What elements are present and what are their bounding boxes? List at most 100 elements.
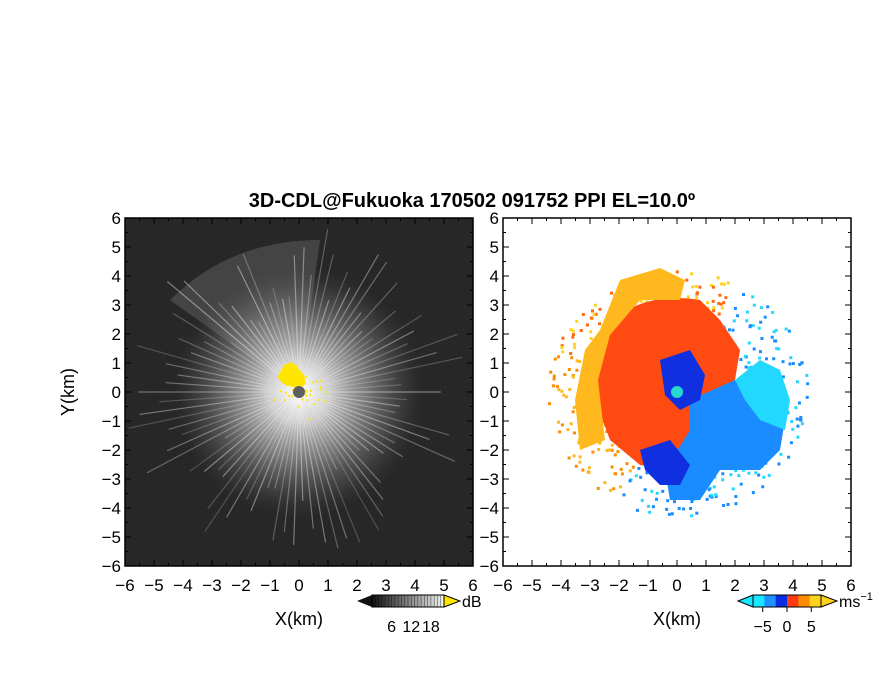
velocity-speckle: [711, 299, 715, 303]
reflectivity-ray: [159, 391, 300, 403]
velocity-speckle: [575, 319, 579, 323]
velocity-colorbar-unit: ms−1: [839, 591, 873, 611]
reflectivity-ray: [128, 391, 300, 429]
velocity-speckle: [571, 410, 575, 414]
x-tick-label: 1: [701, 576, 710, 595]
reflectivity-speckle: [312, 381, 315, 384]
velocity-speckle: [672, 500, 676, 504]
y-tick-label: −4: [102, 499, 121, 518]
velocity-speckle: [608, 448, 612, 452]
velocity-speckle: [789, 441, 793, 445]
velocity-speckle: [754, 471, 758, 475]
reflectivity-ray: [298, 271, 349, 393]
velocity-speckle: [689, 506, 693, 510]
velocity-speckle: [719, 302, 723, 306]
velocity-speckle: [637, 466, 641, 470]
reflectivity-speckle: [304, 393, 307, 396]
velocity-speckle: [686, 295, 690, 299]
velocity-speckle: [618, 485, 622, 489]
y-tick-label: −6: [480, 557, 499, 576]
velocity-speckle: [572, 406, 576, 410]
velocity-speckle: [751, 491, 755, 495]
reflectivity-speckle: [277, 376, 280, 379]
velocity-speckle: [682, 507, 686, 511]
x-tick-label: −2: [231, 576, 250, 595]
x-tick-label: −3: [580, 576, 599, 595]
reflectivity-ray: [298, 314, 422, 393]
velocity-speckle: [790, 420, 794, 424]
velocity-speckle: [571, 374, 575, 378]
reflectivity-speckle: [318, 398, 321, 401]
reflectivity-ray: [224, 391, 300, 439]
velocity-x-axis-title: X(km): [653, 609, 701, 629]
x-tick-label: 3: [381, 576, 390, 595]
velocity-speckle: [563, 373, 567, 377]
velocity-speckle: [690, 272, 694, 276]
velocity-speckle: [610, 465, 614, 469]
velocity-speckle: [573, 346, 577, 350]
reflectivity-ray: [298, 391, 384, 500]
reflectivity-speckle: [308, 418, 311, 421]
reflectivity-ray: [298, 229, 329, 393]
x-tick-label: −6: [493, 576, 512, 595]
reflectivity-colorbar-label: 6: [387, 619, 396, 636]
velocity-speckle: [751, 324, 755, 328]
velocity-unit-base: ms: [839, 594, 860, 611]
velocity-speckle: [770, 335, 774, 339]
reflectivity-speckle: [319, 386, 322, 389]
velocity-speckle: [747, 361, 751, 365]
velocity-colorbar-label: 0: [783, 619, 792, 636]
velocity-speckle: [579, 329, 583, 333]
velocity-speckle: [667, 512, 671, 516]
reflectivity-colorbar-unit: dB: [462, 594, 482, 611]
reflectivity-ray: [298, 351, 437, 393]
velocity-speckle: [549, 370, 553, 374]
reflectivity-y-axis-title: Y(km): [58, 368, 78, 416]
velocity-speckle: [625, 462, 629, 466]
velocity-speckle: [569, 328, 573, 332]
reflectivity-speckle: [291, 395, 294, 398]
velocity-speckle: [648, 510, 652, 514]
reflectivity-speckle: [305, 390, 308, 393]
reflectivity-ray: [203, 391, 300, 472]
reflectivity-ray: [298, 391, 361, 543]
velocity-speckle: [748, 325, 752, 329]
y-tick-label: 4: [112, 267, 121, 286]
reflectivity-ray: [298, 391, 348, 539]
velocity-speckle: [743, 354, 747, 358]
velocity-speckle: [747, 471, 751, 475]
velocity-speckle: [747, 366, 751, 370]
y-tick-label: −5: [102, 528, 121, 547]
reflectivity-ray: [298, 391, 338, 470]
velocity-unit-exponent: −1: [860, 591, 873, 603]
reflectivity-x-tick-labels: −6 −5 −4 −3 −2 −1 0 1 2 3 4 5 6: [115, 576, 477, 595]
reflectivity-ray: [204, 391, 300, 532]
velocity-speckle: [570, 356, 574, 360]
velocity-colorbar-cell: [787, 595, 799, 607]
velocity-speckle: [787, 455, 791, 459]
velocity-speckle: [722, 282, 726, 286]
velocity-speckle: [805, 395, 809, 399]
reflectivity-ray: [298, 391, 384, 454]
velocity-speckle: [567, 456, 571, 460]
velocity-speckle: [691, 285, 695, 289]
velocity-speckle: [572, 333, 576, 337]
reflectivity-ray: [298, 333, 458, 393]
velocity-speckle: [777, 347, 781, 351]
velocity-speckle: [597, 447, 601, 451]
reflectivity-ray: [298, 310, 397, 393]
reflectivity-ticks: [124, 217, 474, 567]
reflectivity-ray: [298, 247, 305, 393]
velocity-speckle: [707, 488, 711, 492]
velocity-speckle: [560, 423, 564, 427]
velocity-speckle: [568, 388, 572, 392]
velocity-speckle: [760, 337, 764, 341]
reflectivity-speckle: [301, 398, 304, 401]
reflectivity-ray: [181, 391, 300, 436]
velocity-speckle: [639, 475, 643, 479]
velocity-speckle: [619, 467, 623, 471]
velocity-speckle: [639, 299, 643, 303]
velocity-speckle: [610, 448, 614, 452]
reflectivity-ray: [274, 391, 300, 489]
